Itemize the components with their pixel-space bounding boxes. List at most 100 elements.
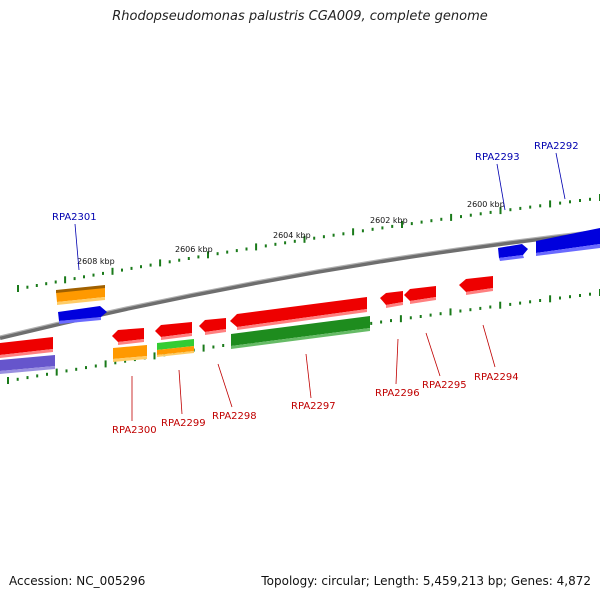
scale-tick-top-19 bbox=[197, 255, 200, 259]
gene-rpa2296[interactable] bbox=[380, 291, 403, 308]
label-rpa2298[interactable]: RPA2298 bbox=[212, 411, 257, 422]
gene-rpa2299-orange[interactable] bbox=[157, 346, 194, 357]
scale-tick-top-32 bbox=[322, 235, 325, 239]
scale-tick-bottom-0 bbox=[7, 377, 9, 384]
scale-tick-top-52 bbox=[519, 206, 522, 210]
scale-tick-top-13 bbox=[140, 265, 142, 269]
scale-tick-top-10 bbox=[111, 267, 114, 275]
scale-tick-top-30 bbox=[303, 235, 306, 243]
leader-rpa2301 bbox=[74, 223, 80, 271]
label-rpa2295[interactable]: RPA2295 bbox=[422, 380, 467, 391]
gene-rpa2297[interactable] bbox=[230, 297, 367, 330]
scale-tick-bottom-3 bbox=[36, 374, 39, 378]
scale-tick-top-14 bbox=[149, 263, 152, 267]
scale-tick-top-56 bbox=[559, 201, 562, 205]
scale-tick-top-57 bbox=[569, 200, 571, 204]
scale-tick-top-51 bbox=[509, 208, 512, 212]
scale-tick-bottom-21 bbox=[212, 345, 215, 349]
scale-tick-bottom-42 bbox=[419, 315, 422, 318]
scale-tick-top-31 bbox=[313, 236, 316, 240]
leader-rpa2295 bbox=[425, 332, 441, 377]
scale-ticks-top bbox=[17, 194, 600, 292]
scale-tick-top-26 bbox=[264, 244, 267, 248]
gene-rpa2292[interactable] bbox=[536, 228, 600, 256]
scale-tick-top-54 bbox=[539, 204, 542, 208]
scale-tick-bottom-4 bbox=[46, 372, 48, 376]
scale-tick-bottom-51 bbox=[509, 302, 512, 306]
scale-tick-top-38 bbox=[381, 226, 384, 230]
scale-tick-bottom-49 bbox=[489, 305, 492, 309]
scale-tick-top-39 bbox=[391, 224, 394, 228]
gene-rpa2295[interactable] bbox=[404, 286, 436, 304]
scale-tick-bottom-57 bbox=[569, 295, 571, 299]
scale-tick-top-4 bbox=[54, 280, 57, 284]
scale-tick-bottom-59 bbox=[589, 292, 591, 296]
scale-tick-top-47 bbox=[469, 213, 472, 217]
scale-tick-bottom-50 bbox=[499, 301, 502, 309]
scale-tick-bottom-38 bbox=[380, 320, 383, 324]
scale-tick-top-28 bbox=[284, 241, 287, 245]
scale-tick-bottom-56 bbox=[559, 296, 561, 300]
leader-rpa2298 bbox=[217, 363, 233, 408]
scale-tick-top-27 bbox=[274, 242, 277, 246]
scale-tick-top-50 bbox=[499, 207, 502, 215]
scale-tick-bottom-41 bbox=[409, 316, 412, 320]
label-rpa2293[interactable]: RPA2293 bbox=[475, 152, 520, 163]
gene-left-purple[interactable] bbox=[0, 355, 55, 374]
gene-rpa2300-orange[interactable] bbox=[113, 345, 147, 362]
scale-tick-bottom-7 bbox=[75, 367, 78, 371]
scale-tick-top-11 bbox=[121, 268, 123, 272]
scale-tick-top-48 bbox=[479, 212, 482, 216]
scale-tick-top-33 bbox=[332, 233, 335, 237]
scale-tick-bottom-43 bbox=[429, 313, 432, 317]
gene-rpa2299[interactable] bbox=[155, 322, 192, 340]
scale-tick-top-34 bbox=[342, 232, 345, 236]
scale-tick-top-17 bbox=[178, 258, 181, 262]
label-rpa2294[interactable]: RPA2294 bbox=[474, 372, 519, 383]
scale-tick-top-3 bbox=[45, 282, 48, 286]
gene-rpa2301-orange[interactable] bbox=[56, 285, 105, 305]
gene-rpa2300[interactable] bbox=[112, 328, 144, 345]
scale-tick-bottom-8 bbox=[85, 366, 87, 370]
label-rpa2301[interactable]: RPA2301 bbox=[52, 212, 97, 223]
gene-rpa2294[interactable] bbox=[459, 276, 493, 295]
label-rpa2292[interactable]: RPA2292 bbox=[534, 141, 579, 152]
label-rpa2296[interactable]: RPA2296 bbox=[375, 388, 420, 399]
scale-tick-top-44 bbox=[440, 217, 443, 221]
scale-tick-bottom-37 bbox=[370, 321, 373, 325]
gene-left-red[interactable] bbox=[0, 337, 53, 358]
leader-rpa2292 bbox=[555, 152, 566, 200]
scale-tick-top-49 bbox=[489, 210, 492, 214]
label-rpa2300[interactable]: RPA2300 bbox=[112, 425, 157, 436]
gene-rpa2298[interactable] bbox=[199, 318, 226, 335]
scale-tick-bottom-40 bbox=[399, 315, 402, 323]
scale-tick-bottom-11 bbox=[114, 361, 117, 365]
gene-rpa2301[interactable] bbox=[58, 306, 107, 324]
scale-tick-top-21 bbox=[216, 252, 219, 256]
gene-rpa2299-lime[interactable] bbox=[157, 339, 194, 350]
scale-tick-top-58 bbox=[579, 199, 581, 202]
scale-tick-top-42 bbox=[420, 220, 423, 224]
leader-rpa2299 bbox=[178, 369, 183, 415]
scale-label-2600kbp: 2600 kbp bbox=[467, 200, 505, 209]
scale-tick-top-9 bbox=[102, 271, 104, 275]
leader-rpa2293 bbox=[496, 163, 506, 211]
scale-tick-top-2 bbox=[35, 284, 38, 287]
label-rpa2297[interactable]: RPA2297 bbox=[291, 401, 336, 412]
scale-tick-bottom-39 bbox=[390, 319, 392, 323]
scale-tick-bottom-53 bbox=[529, 300, 532, 304]
scale-tick-top-43 bbox=[430, 219, 433, 223]
scale-label-2608kbp: 2608 kbp bbox=[77, 257, 115, 266]
scale-tick-top-0 bbox=[17, 285, 19, 292]
scale-tick-top-22 bbox=[226, 250, 229, 254]
leader-rpa2296 bbox=[395, 338, 399, 385]
leader-rpa2297 bbox=[305, 353, 312, 399]
scale-tick-top-36 bbox=[361, 229, 364, 233]
scale-tick-bottom-5 bbox=[55, 368, 58, 376]
label-rpa2299[interactable]: RPA2299 bbox=[161, 418, 206, 429]
gene-rpa2297-green[interactable] bbox=[231, 316, 370, 349]
scale-tick-top-20 bbox=[207, 251, 209, 259]
gene-rpa2293[interactable] bbox=[498, 244, 528, 261]
